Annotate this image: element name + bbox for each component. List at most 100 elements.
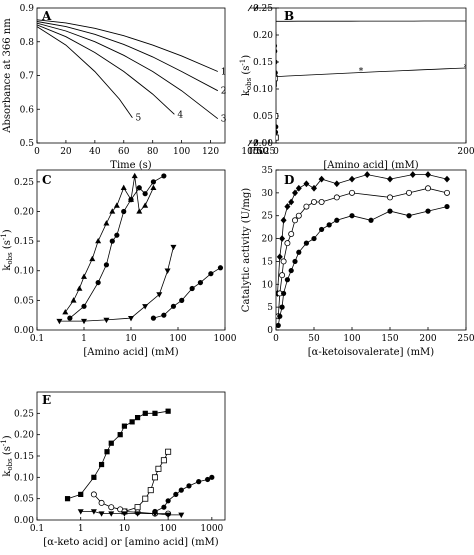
data-point	[56, 318, 63, 325]
data-point	[295, 212, 302, 219]
x-tick-label: 60	[118, 147, 130, 157]
y-axis-label: Absorbance at 366 nm	[2, 18, 13, 134]
series-label: 3	[221, 115, 227, 125]
y-label-sup: -1	[0, 439, 8, 446]
data-point	[276, 134, 279, 141]
x-tick-label: 80	[147, 147, 159, 157]
series-line	[37, 21, 219, 92]
y-tick-label: 0.00	[14, 516, 34, 526]
data-point	[186, 483, 192, 489]
data-point	[121, 208, 127, 215]
x-tick-label: 100	[343, 334, 360, 344]
data-point	[276, 80, 277, 87]
data-point	[444, 175, 450, 183]
data-point	[288, 230, 295, 237]
data-point	[444, 203, 450, 210]
series-line	[37, 26, 133, 118]
y-tick-label: 0.25	[14, 178, 34, 188]
data-point	[103, 317, 110, 324]
data-point	[425, 208, 431, 214]
y-tick-label: 0.15	[14, 237, 34, 247]
y-tick-label: 0.05	[14, 296, 34, 306]
data-point	[267, 16, 272, 21]
data-point	[64, 496, 71, 502]
x-tick-label: 100	[173, 147, 190, 157]
y-tick-label: 0.10	[253, 85, 273, 95]
panel-label: E	[42, 393, 51, 407]
y-label-main: k	[2, 470, 13, 477]
x-axis-label: Time (s)	[110, 160, 151, 171]
data-point	[179, 297, 185, 303]
x-tick-label: 10	[125, 334, 137, 344]
data-point	[95, 279, 101, 286]
panel-label: D	[284, 173, 294, 187]
data-point	[77, 509, 84, 515]
data-point	[209, 474, 215, 480]
x-tick-label: 200	[419, 334, 436, 344]
data-point	[311, 235, 317, 242]
y-tick-label: 0.20	[14, 207, 34, 217]
data-point	[387, 175, 393, 183]
data-point	[98, 511, 105, 517]
data-point	[284, 240, 291, 247]
series-label: 5	[135, 114, 141, 124]
fit-line	[277, 206, 448, 326]
series-3	[37, 22, 219, 120]
series-2	[121, 448, 172, 515]
data-point	[147, 487, 154, 494]
data-point	[291, 217, 298, 224]
series-5	[37, 26, 133, 118]
y-label-tail: (s	[241, 66, 252, 78]
data-point	[205, 476, 211, 483]
series-2	[67, 173, 167, 321]
panel-e: 0.1 1 10 100 1000 0.00 0.05 0.10 0.15 0.20 0.25 E [α…	[0, 391, 226, 548]
data-point	[425, 171, 431, 178]
data-point	[386, 194, 393, 201]
data-point	[165, 448, 172, 455]
data-point	[247, 16, 252, 21]
data-point	[296, 249, 302, 255]
data-point	[150, 184, 157, 190]
series-1	[276, 171, 450, 297]
data-point	[303, 240, 309, 246]
x-tick-label: 20	[60, 147, 72, 157]
data-point	[424, 185, 431, 192]
x-axis-label: [α-ketoisovalerate] (mM)	[308, 347, 435, 358]
plot-area	[64, 408, 215, 519]
data-point	[142, 410, 148, 416]
data-point: *	[464, 63, 469, 73]
fit-line	[277, 174, 448, 294]
data-point	[276, 43, 278, 48]
y-label-tail: (s	[2, 446, 13, 458]
data-point	[70, 297, 77, 303]
data-point	[284, 277, 290, 283]
y-tick-label: 0.15	[253, 58, 273, 68]
series-3	[276, 203, 450, 329]
axis-break-mark	[253, 4, 259, 12]
data-point	[276, 59, 278, 65]
y-tick-label: 15	[262, 257, 274, 267]
data-point	[276, 70, 278, 76]
data-point	[276, 129, 279, 135]
data-point	[161, 312, 167, 318]
axis-frame	[275, 169, 467, 331]
series-line	[37, 19, 218, 72]
data-point	[284, 203, 291, 210]
panel-label: C	[42, 173, 52, 187]
y-tick-label: 0.25	[14, 409, 34, 419]
data-point	[62, 309, 69, 315]
panel-c: 0.1 1 10 100 1000 0.00 0.05 0.10 0.15 0.20 0.25 C [A…	[0, 169, 237, 358]
y-tick-label: 0.15	[14, 452, 34, 462]
data-point	[161, 173, 167, 179]
data-point	[295, 184, 302, 192]
x-tick-label: 1000	[214, 334, 237, 344]
data-point	[109, 208, 116, 214]
y-label-main: k	[2, 264, 13, 271]
series-1	[64, 408, 171, 502]
x-tick-label: 75	[251, 147, 263, 157]
data-point	[276, 253, 283, 261]
y-label-close: )	[241, 55, 252, 59]
y-label-close: )	[2, 435, 13, 439]
y-tick-label: 25	[262, 212, 274, 222]
data-point	[364, 171, 371, 178]
